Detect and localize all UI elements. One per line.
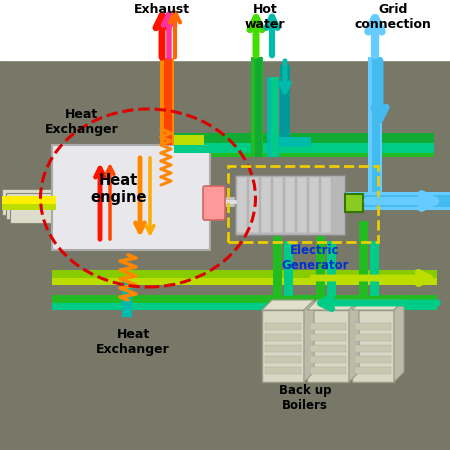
Bar — [273, 221, 282, 296]
Bar — [321, 177, 331, 233]
Bar — [262, 310, 304, 382]
Bar — [228, 166, 378, 242]
Text: Electric
Generator: Electric Generator — [281, 244, 349, 272]
FancyBboxPatch shape — [203, 186, 225, 220]
Bar — [276, 137, 311, 147]
Bar — [261, 177, 271, 233]
Bar — [271, 77, 278, 157]
Bar — [52, 295, 437, 303]
Polygon shape — [349, 300, 359, 382]
Bar — [355, 323, 391, 330]
Bar — [54, 147, 208, 248]
Bar — [174, 135, 204, 145]
Polygon shape — [262, 300, 314, 310]
Bar — [280, 65, 290, 140]
Bar — [372, 57, 380, 202]
Bar — [310, 356, 346, 363]
Text: Heat
engine: Heat engine — [90, 173, 147, 205]
Polygon shape — [394, 300, 404, 382]
Bar — [0, 0, 450, 60]
Bar — [355, 367, 391, 374]
Bar — [52, 145, 210, 250]
Bar — [355, 345, 391, 352]
Bar — [265, 345, 301, 352]
Bar — [345, 201, 425, 204]
Bar — [6, 193, 58, 219]
Bar — [310, 334, 346, 341]
Bar — [52, 296, 437, 310]
Bar — [52, 271, 437, 285]
Bar — [52, 270, 437, 278]
Bar — [297, 177, 307, 233]
Bar — [316, 221, 325, 296]
Bar — [359, 221, 368, 296]
Bar — [345, 194, 363, 212]
Bar — [284, 241, 293, 296]
Text: Hot
water: Hot water — [245, 3, 285, 31]
Bar — [370, 241, 379, 296]
Bar — [174, 143, 434, 153]
Bar — [273, 177, 283, 233]
Bar — [10, 197, 62, 223]
Bar — [249, 177, 259, 233]
Bar — [265, 367, 301, 374]
Bar — [2, 196, 56, 204]
Text: Heat
Exchanger: Heat Exchanger — [96, 328, 170, 356]
Bar — [355, 334, 391, 341]
Bar — [345, 192, 450, 210]
Bar — [207, 197, 247, 207]
Text: Back up
Boilers: Back up Boilers — [279, 384, 331, 412]
Bar — [174, 133, 434, 143]
Text: Exhaust: Exhaust — [134, 3, 190, 16]
Polygon shape — [307, 300, 359, 310]
Bar — [2, 189, 54, 215]
Bar — [2, 204, 56, 210]
Bar — [267, 77, 279, 157]
Bar — [164, 58, 172, 145]
Polygon shape — [304, 300, 314, 382]
Bar — [207, 200, 247, 204]
Bar — [255, 57, 262, 157]
Bar — [160, 58, 174, 145]
Bar — [310, 367, 346, 374]
Bar — [285, 177, 295, 233]
Bar — [309, 177, 319, 233]
Bar — [310, 323, 346, 330]
Polygon shape — [352, 300, 404, 310]
Bar — [352, 310, 394, 382]
Bar — [174, 143, 434, 157]
Bar — [122, 282, 132, 317]
Bar — [307, 310, 349, 382]
Bar — [345, 195, 450, 207]
Bar — [265, 356, 301, 363]
Bar — [237, 177, 247, 233]
Text: Heat
Exchanger: Heat Exchanger — [45, 108, 119, 136]
Bar — [251, 57, 263, 157]
Bar — [368, 57, 382, 202]
Bar — [345, 201, 425, 207]
Bar — [355, 356, 391, 363]
Bar — [310, 345, 346, 352]
Bar — [265, 334, 301, 341]
Text: Grid
connection: Grid connection — [355, 3, 432, 31]
Bar — [327, 241, 336, 296]
Bar — [235, 175, 345, 235]
Bar — [265, 323, 301, 330]
